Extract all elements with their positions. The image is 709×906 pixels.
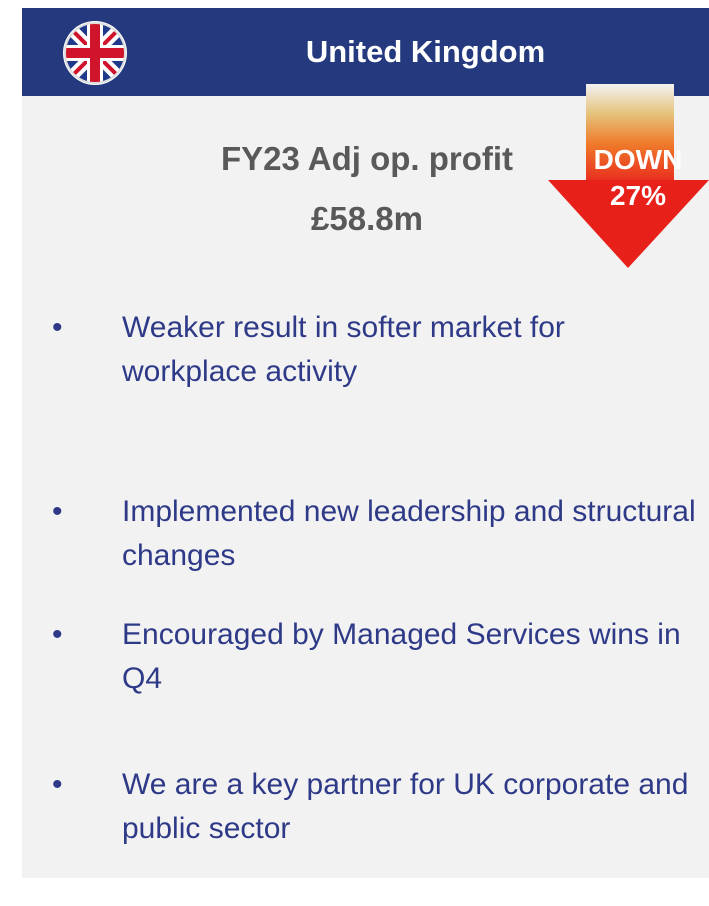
bullet-dot: • — [52, 768, 63, 801]
header: United Kingdom — [22, 8, 709, 96]
down-arrow — [548, 84, 709, 268]
bullet-dot: • — [52, 618, 63, 651]
panel: United Kingdom FY23 Adj op. profit £58.8… — [22, 8, 709, 878]
flag-icon — [63, 21, 127, 85]
bullet-text: Implemented new leadership and structura… — [122, 495, 696, 572]
badge-change: 27% — [609, 180, 667, 211]
badge-direction: DOWN — [593, 144, 683, 175]
bullet-dot: • — [52, 495, 63, 528]
bullet-dot: • — [52, 311, 63, 344]
bullet-text: Encouraged by Managed Services wins in Q… — [122, 618, 681, 695]
headline-label: FY23 Adj op. profit — [220, 140, 514, 177]
title: United Kingdom — [305, 34, 546, 69]
headline-value: £58.8m — [311, 200, 423, 237]
bullet-text: Weaker result in softer market for workp… — [122, 311, 565, 388]
bullet-text: We are a key partner for UK corporate an… — [122, 768, 689, 845]
